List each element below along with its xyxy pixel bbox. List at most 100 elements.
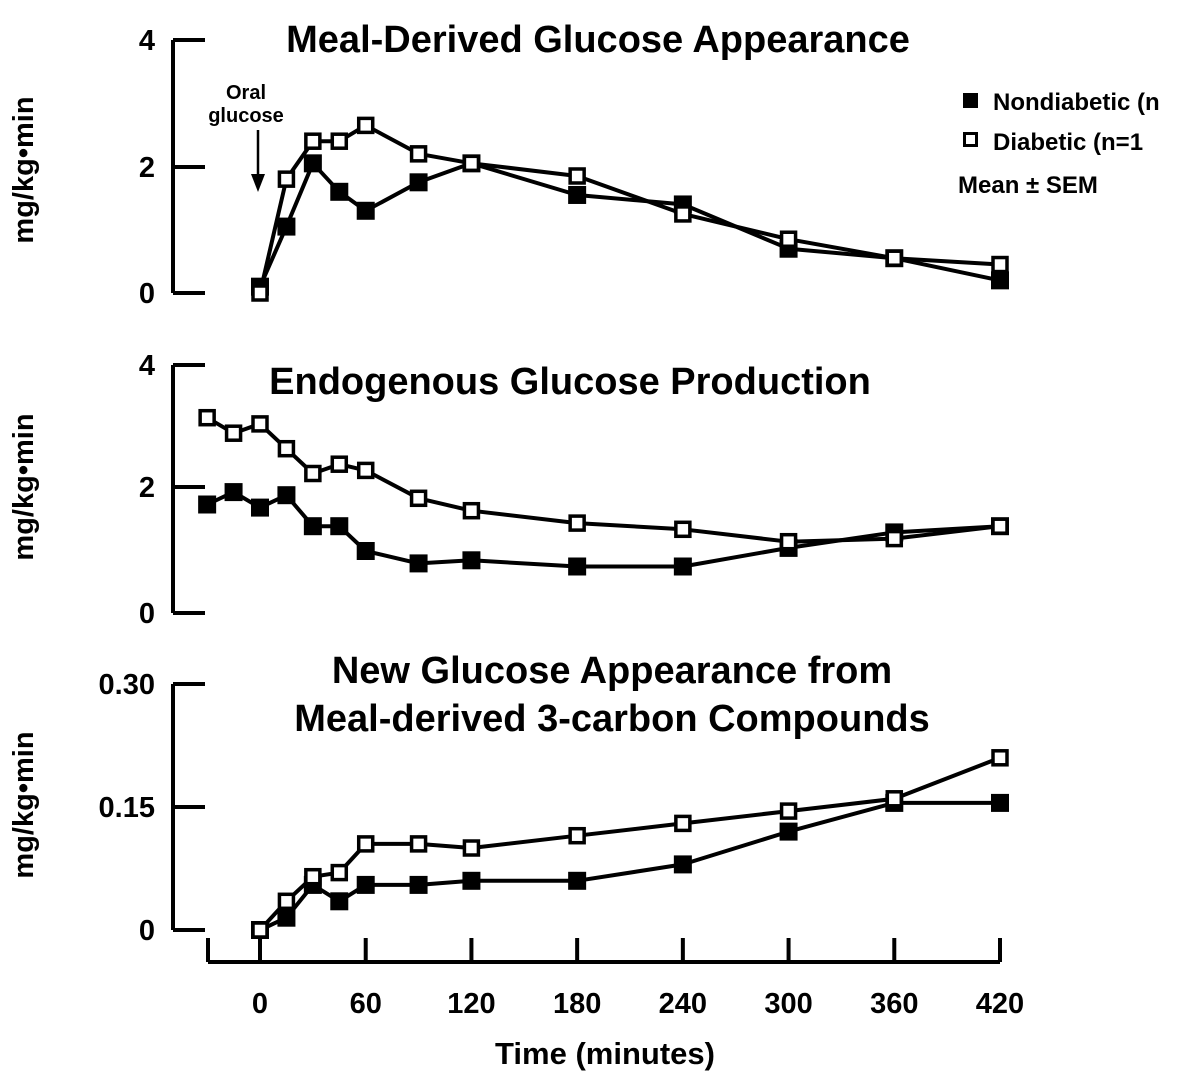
data-point-nondiabetic — [462, 551, 481, 570]
y-tick-label: 4 — [139, 25, 155, 57]
data-point-diabetic — [462, 154, 481, 173]
data-point-nondiabetic — [277, 486, 296, 505]
x-tick-label: 420 — [976, 988, 1024, 1020]
data-point-nondiabetic — [277, 217, 296, 236]
data-point-diabetic — [568, 167, 586, 185]
panel-new-glucose: New Glucose Appearance from Meal-derived… — [8, 650, 1024, 1071]
data-point-nondiabetic — [991, 271, 1009, 290]
data-point-nondiabetic — [224, 483, 243, 502]
data-point-diabetic — [356, 835, 375, 853]
panel-title-meal-derived: Meal-Derived Glucose Appearance — [286, 19, 910, 61]
data-point-diabetic — [224, 424, 243, 442]
data-point-diabetic — [330, 132, 349, 150]
data-point-nondiabetic — [251, 498, 269, 517]
data-point-diabetic — [356, 116, 375, 135]
data-point-diabetic — [330, 863, 349, 882]
data-point-nondiabetic — [409, 875, 428, 894]
legend: Nondiabetic (n Diabetic (n=1 Mean ± SEM — [958, 89, 1160, 199]
data-point-diabetic — [991, 749, 1009, 767]
series-line-nondiabetic — [259, 800, 1000, 932]
data-point-diabetic — [991, 255, 1009, 274]
data-point-nondiabetic — [673, 557, 692, 576]
x-tick-label: 60 — [350, 988, 382, 1020]
annotation-arrow — [251, 130, 265, 192]
data-point-nondiabetic — [356, 201, 375, 220]
series-line-nondiabetic — [206, 490, 1001, 569]
data-point-diabetic — [277, 892, 296, 911]
data-point-nondiabetic — [330, 182, 349, 201]
data-point-nondiabetic — [409, 173, 428, 192]
data-point-nondiabetic — [462, 871, 481, 890]
data-point-diabetic — [409, 835, 428, 853]
data-point-diabetic — [779, 802, 798, 820]
data-point-diabetic — [568, 514, 586, 532]
x-tick-label: 120 — [447, 988, 495, 1020]
data-point-nondiabetic — [779, 822, 798, 841]
x-tick-label: 300 — [764, 988, 812, 1020]
data-point-diabetic — [251, 284, 269, 302]
y-tick-label: 0.15 — [99, 792, 155, 824]
y-tick-label: 0 — [139, 278, 155, 310]
data-point-diabetic — [779, 230, 798, 248]
data-point-nondiabetic — [330, 517, 349, 536]
series-line-nondiabetic — [258, 161, 1001, 288]
data-point-diabetic — [304, 464, 322, 483]
data-point-diabetic — [356, 461, 375, 480]
y-tick-label: 2 — [139, 152, 155, 184]
data-point-diabetic — [885, 249, 904, 267]
panel-title-line-1: New Glucose Appearance from — [332, 650, 892, 692]
x-tick-label: 180 — [553, 988, 601, 1020]
y-tick-label: 0 — [139, 598, 155, 630]
data-point-diabetic — [251, 415, 269, 433]
data-point-diabetic — [674, 520, 692, 539]
legend-open-square-marker — [963, 132, 978, 147]
x-tick-label: 360 — [870, 988, 918, 1020]
x-tick-label: 240 — [659, 988, 707, 1020]
data-point-nondiabetic — [568, 185, 587, 204]
y-tick-label: 4 — [139, 350, 155, 382]
data-point-nondiabetic — [303, 517, 322, 536]
data-point-nondiabetic — [568, 871, 587, 890]
y-axis-label: mg/kg•min — [8, 413, 40, 560]
data-point-diabetic — [251, 921, 269, 939]
data-point-nondiabetic — [991, 793, 1009, 812]
data-point-diabetic — [885, 790, 904, 808]
x-tick-label: 0 — [252, 988, 268, 1020]
data-point-diabetic — [568, 826, 586, 845]
data-point-diabetic — [304, 132, 322, 150]
data-point-diabetic — [277, 439, 296, 458]
data-point-diabetic — [330, 455, 349, 473]
data-point-nondiabetic — [330, 892, 349, 911]
panel-title-line-2: Meal-derived 3-carbon Compounds — [294, 698, 930, 740]
data-point-nondiabetic — [277, 908, 296, 927]
y-axis-label: mg/kg•min — [8, 96, 40, 243]
y-tick-label: 2 — [139, 472, 155, 504]
panel-meal-derived: Meal-Derived Glucose Appearance mg/kg•mi… — [8, 19, 1160, 310]
y-axis-label: mg/kg•min — [8, 731, 40, 878]
series-line-diabetic — [206, 415, 1001, 544]
data-point-nondiabetic — [303, 154, 322, 173]
legend-note: Mean ± SEM — [958, 172, 1098, 199]
panel-endogenous: Endogenous Glucose Production mg/kg•min … — [8, 350, 1009, 630]
data-point-diabetic — [462, 839, 481, 857]
data-point-diabetic — [304, 867, 322, 886]
data-point-diabetic — [277, 170, 296, 188]
y-tick-label: 0.30 — [99, 669, 155, 701]
legend-label-nondiabetic: Nondiabetic (n — [993, 89, 1160, 116]
data-point-nondiabetic — [673, 855, 692, 874]
data-point-nondiabetic — [356, 542, 375, 560]
data-point-diabetic — [885, 529, 904, 548]
annotation-oral: Oral — [226, 82, 266, 104]
data-point-nondiabetic — [409, 554, 428, 573]
data-point-nondiabetic — [356, 875, 375, 894]
data-point-nondiabetic — [198, 495, 217, 514]
data-point-diabetic — [674, 205, 692, 223]
legend-filled-square-marker — [963, 93, 978, 108]
y-tick-label: 0 — [139, 915, 155, 947]
data-point-diabetic — [462, 501, 481, 520]
data-point-diabetic — [198, 408, 216, 427]
data-point-diabetic — [991, 517, 1009, 535]
data-point-diabetic — [779, 532, 798, 551]
data-point-diabetic — [409, 489, 428, 508]
